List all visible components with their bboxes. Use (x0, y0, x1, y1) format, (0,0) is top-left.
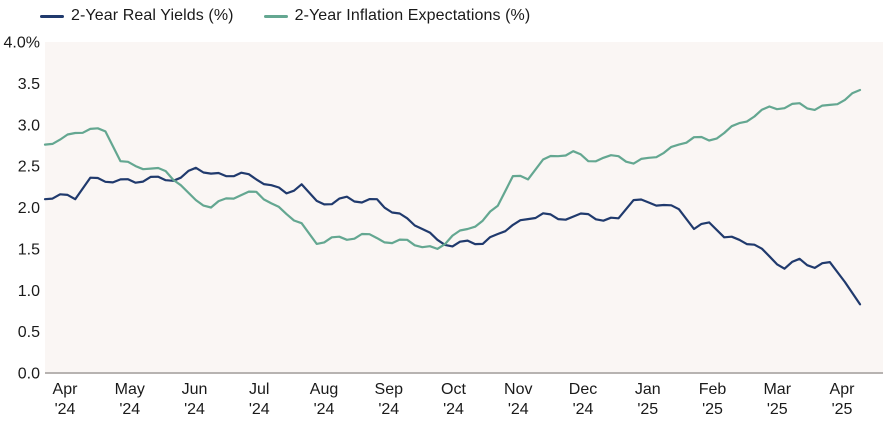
x-tick-label: Jul '24 (249, 381, 270, 418)
x-tick-label: Apr '24 (53, 381, 79, 418)
x-tick-label: Apr '25 (830, 381, 856, 418)
plot-area (45, 42, 883, 373)
y-tick-label: 2.5 (18, 159, 40, 176)
y-tick-label: 3.0 (18, 117, 40, 134)
legend-label-inflation-expectations: 2-Year Inflation Expectations (%) (294, 7, 531, 24)
x-tick-label: Aug '24 (310, 381, 338, 418)
y-tick-label: 3.5 (18, 76, 40, 93)
x-tick-label: Mar '25 (763, 381, 791, 418)
x-tick-label: Nov '24 (504, 381, 532, 418)
y-tick-label: 4.0% (4, 35, 40, 52)
chart-legend: 2-Year Real Yields (%) 2-Year Inflation … (40, 7, 530, 25)
x-tick-label: Jun '24 (182, 381, 208, 418)
legend-line-real-yields-icon (40, 14, 64, 18)
y-tick-label: 1.5 (18, 241, 40, 258)
x-tick-label: May '24 (115, 381, 145, 418)
inflation-expectations-line (43, 88, 862, 250)
x-tick-label: Feb '25 (699, 381, 727, 418)
x-tick-label: Oct '24 (441, 381, 466, 418)
x-tick-label: Jan '25 (635, 381, 661, 418)
x-tick-label: Sep '24 (375, 381, 404, 418)
y-tick-label: 2.0 (18, 200, 40, 217)
y-tick-label: 0.5 (18, 324, 40, 341)
legend-item-real-yields: 2-Year Real Yields (%) (40, 7, 234, 25)
legend-line-inflation-expectations-icon (263, 14, 288, 18)
x-tick-label: Dec '24 (569, 381, 597, 418)
y-tick-label: 1.0 (18, 283, 40, 300)
legend-item-inflation-expectations: 2-Year Inflation Expectations (%) (263, 7, 531, 25)
y-tick-label: 0.0 (18, 366, 40, 383)
real-yields-line (43, 166, 862, 306)
legend-label-real-yields: 2-Year Real Yields (%) (71, 7, 234, 24)
